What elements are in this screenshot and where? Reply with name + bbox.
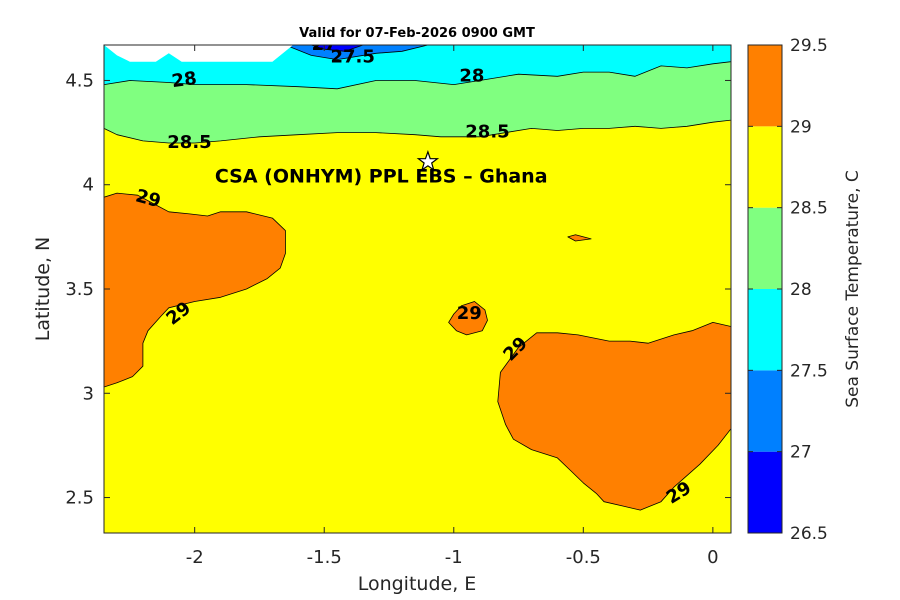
x-tick-label: 0 <box>707 547 718 568</box>
x-tick-label: -1.5 <box>307 547 342 568</box>
x-tick-label: -0.5 <box>566 547 601 568</box>
contour-region-no-data-area <box>104 45 294 62</box>
colorbar-tick-label: 26.5 <box>790 524 828 544</box>
site-layer: CSA (ONHYM) PPL EBS – Ghana <box>215 149 548 187</box>
y-axis-label: Latitude, N <box>32 237 54 342</box>
x-tick-label: -2 <box>186 547 204 568</box>
y-tick-label: 2.5 <box>65 488 94 509</box>
colorbar-segment <box>748 126 782 208</box>
y-tick-label: 3 <box>83 383 94 404</box>
colorbar-segment <box>748 207 782 289</box>
contour-region-band-27-27.5 <box>284 45 429 60</box>
contour-label: 28 <box>170 68 198 92</box>
y-tick-label: 4.5 <box>65 70 94 91</box>
site-label: CSA (ONHYM) PPL EBS – Ghana <box>215 165 548 187</box>
contour-label: 29 <box>457 303 482 324</box>
colorbar-segment <box>748 451 782 533</box>
x-axis: -2 -1.5 -1 -0.5 0 <box>186 45 719 568</box>
y-tick-label: 4 <box>83 175 94 196</box>
y-axis: 2.5 3 3.5 4 4.5 <box>65 70 731 509</box>
colorbar-tick-label: 27.5 <box>790 361 828 381</box>
colorbar-segment <box>748 370 782 452</box>
contour-region-patch-29-southeast <box>497 321 731 511</box>
x-tick-label: -1 <box>445 547 463 568</box>
colorbar-segment <box>748 45 782 127</box>
colorbar-tick-label: 29 <box>790 117 812 137</box>
colorbar-tick-label: 27 <box>790 443 812 463</box>
colorbar-label: Sea Surface Temperature, C <box>843 170 863 408</box>
contour-region-patch-29-small <box>567 234 592 242</box>
contour-label: 28.5 <box>465 122 509 143</box>
y-tick-label: 3.5 <box>65 279 94 300</box>
contour-label: 28 <box>459 65 484 86</box>
colorbar-segment <box>748 289 782 371</box>
contour-region-patch-29-center <box>448 301 488 336</box>
colorbar: 26.5 27 27.5 28 28.5 29 29.5 <box>747 36 828 544</box>
contour-label: 27.5 <box>330 47 374 68</box>
x-axis-label: Longitude, E <box>358 573 477 595</box>
colorbar-tick-label: 29.5 <box>790 36 828 56</box>
contour-regions <box>104 45 731 511</box>
colorbar-tick-label: 28 <box>790 280 812 300</box>
colorbar-tick-label: 28.5 <box>790 199 828 219</box>
contour-region-patch-29-west <box>104 192 286 388</box>
chart-title: Valid for 07-Feb-2026 0900 GMT <box>299 26 535 41</box>
site-star-icon <box>416 149 440 172</box>
contour-label: 28.5 <box>167 132 211 153</box>
